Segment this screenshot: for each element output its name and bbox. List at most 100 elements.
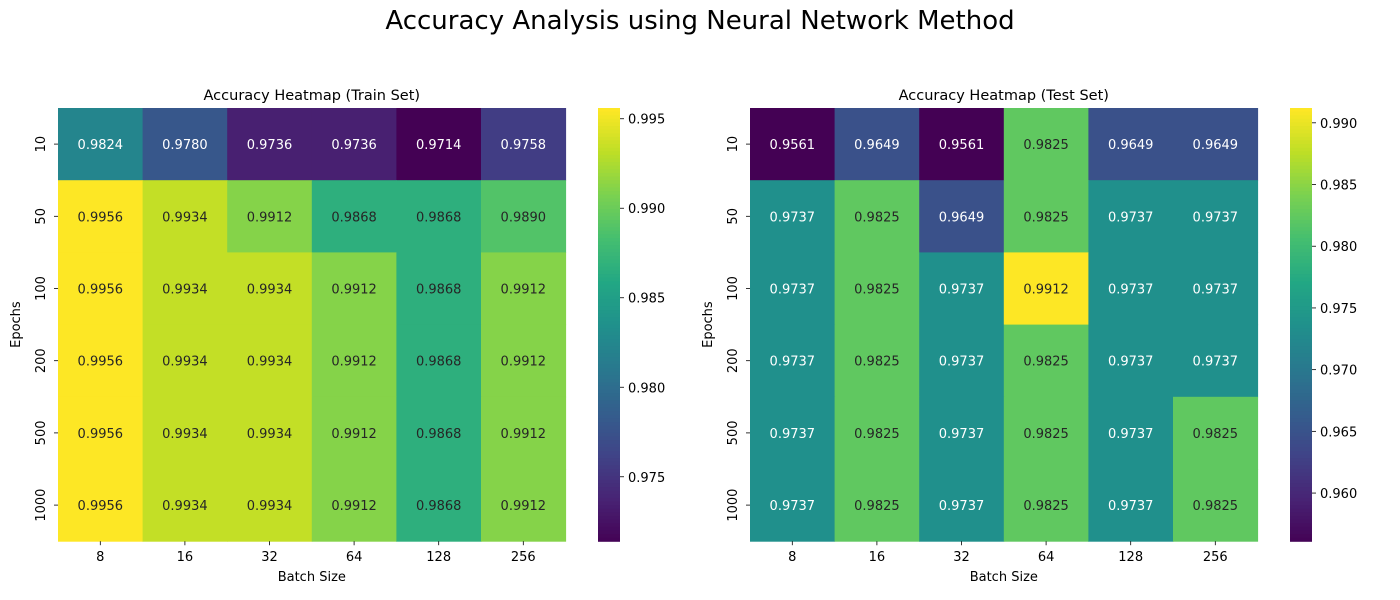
heatmap-cell xyxy=(396,324,482,398)
colorbar-segment xyxy=(598,339,620,344)
heatmap-cell xyxy=(1088,324,1174,398)
colorbar-segment xyxy=(598,396,620,402)
heatmap-cell xyxy=(834,324,920,398)
heatmap-cell xyxy=(919,396,1005,470)
colorbar-segment xyxy=(1290,523,1312,528)
colorbar-segment xyxy=(598,533,620,539)
cell-value-label: 0.9912 xyxy=(501,355,547,370)
colorbar-segment xyxy=(1290,465,1312,470)
heatmap-cell xyxy=(1088,180,1174,253)
colorbar-segment xyxy=(598,292,620,297)
colorbar-segment xyxy=(1290,418,1312,423)
cell-value-label: 0.9934 xyxy=(162,355,208,370)
colorbar-segment xyxy=(598,353,620,358)
colorbar-segment xyxy=(1290,346,1312,351)
heatmap-cell xyxy=(1088,469,1174,542)
colorbar-segment xyxy=(1290,299,1312,304)
heatmap-cell xyxy=(834,108,920,181)
heatmap-cell xyxy=(481,108,567,181)
colorbar-segment xyxy=(598,371,620,376)
colorbar-segment xyxy=(1290,176,1312,181)
cell-value-label: 0.9934 xyxy=(247,355,293,370)
colorbar-segment xyxy=(1290,512,1312,517)
colorbar-segment xyxy=(1290,519,1312,524)
heatmap-cell xyxy=(142,180,228,253)
colorbar-segment xyxy=(1290,180,1312,185)
cell-value-label: 0.9714 xyxy=(416,138,462,153)
x-tick-label: 256 xyxy=(1203,550,1228,565)
colorbar-segment xyxy=(598,515,620,521)
colorbar-segment xyxy=(598,140,620,145)
heatmap-cell xyxy=(396,180,482,253)
heatmap-cell xyxy=(834,469,920,542)
colorbar-segment xyxy=(1290,450,1312,456)
cell-value-label: 0.9561 xyxy=(939,138,985,153)
colorbar-segment xyxy=(598,162,620,167)
cell-value-label: 0.9912 xyxy=(331,499,377,514)
colorbar-segment xyxy=(1290,494,1312,499)
colorbar-segment xyxy=(598,400,620,405)
cell-value-label: 0.9736 xyxy=(331,138,377,153)
colorbar-segment xyxy=(598,302,620,308)
colorbar-segment xyxy=(598,385,620,391)
colorbar-segment xyxy=(598,194,620,199)
cell-value-label: 0.9956 xyxy=(78,210,124,225)
heatmap-cell xyxy=(58,469,144,542)
colorbar-segment xyxy=(598,407,620,412)
colorbar-segment xyxy=(1290,422,1312,427)
heatmap-cell xyxy=(1088,396,1174,470)
colorbar-segment xyxy=(598,422,620,427)
cell-value-label: 0.9737 xyxy=(1108,499,1154,514)
colorbar-segment xyxy=(598,299,620,304)
colorbar-segment xyxy=(598,118,620,124)
heatmap-cell xyxy=(1173,469,1259,542)
colorbar-segment xyxy=(598,136,620,142)
colorbar-segment xyxy=(598,523,620,528)
colorbar-segment xyxy=(1290,472,1312,477)
heatmap-cell xyxy=(58,108,144,181)
colorbar-segment xyxy=(598,129,620,134)
colorbar-segment xyxy=(598,360,620,365)
cell-value-label: 0.9868 xyxy=(331,210,377,225)
cell-value-label: 0.9934 xyxy=(247,427,293,442)
heatmap-cell xyxy=(1003,396,1089,470)
cell-value-label: 0.9737 xyxy=(770,499,816,514)
cell-value-label: 0.9737 xyxy=(1108,283,1154,298)
colorbar-segment xyxy=(598,357,620,362)
cell-value-label: 0.9758 xyxy=(501,138,547,153)
colorbar-segment xyxy=(598,284,620,290)
colorbar-segment xyxy=(1290,115,1312,120)
cell-value-label: 0.9736 xyxy=(247,138,293,153)
colorbar-segment xyxy=(1290,165,1312,170)
colorbar-segment xyxy=(1290,122,1312,127)
colorbar-segment xyxy=(1290,429,1312,434)
heatmap-cell xyxy=(481,469,567,542)
colorbar: 0.960 0.965 0.970 0.975 0.980 0.985 0.990 xyxy=(1290,108,1357,542)
cell-value-label: 0.9934 xyxy=(247,283,293,298)
heatmap-cell xyxy=(396,108,482,181)
colorbar-tick-label: 0.965 xyxy=(1320,425,1357,440)
colorbar-segment xyxy=(598,487,620,492)
y-tick-label: 500 xyxy=(34,420,49,445)
colorbar: 0.975 0.980 0.985 0.990 0.995 xyxy=(598,108,665,542)
y-tick-label: 50 xyxy=(726,208,741,225)
x-tick-label: 64 xyxy=(346,550,363,565)
heatmap-cell xyxy=(1003,180,1089,253)
heatmap-cell xyxy=(1088,108,1174,181)
colorbar-segment xyxy=(598,378,620,383)
heatmap-cell xyxy=(142,469,228,542)
colorbar-segment xyxy=(598,147,620,152)
colorbar-tick-label: 0.970 xyxy=(1320,364,1357,379)
colorbar-segment xyxy=(1290,324,1312,329)
heatmap-cell xyxy=(750,108,836,181)
chart-title: Accuracy Heatmap (Train Set) xyxy=(204,88,421,104)
heatmap-cell xyxy=(1003,252,1089,326)
colorbar-segment xyxy=(598,454,620,459)
colorbar-segment xyxy=(1290,219,1312,225)
y-tick-label: 10 xyxy=(726,136,741,153)
heatmap-cell xyxy=(750,180,836,253)
colorbar-segment xyxy=(598,306,620,311)
y-axis-label: Epochs xyxy=(9,301,24,348)
y-tick-label: 50 xyxy=(34,208,49,225)
colorbar-segment xyxy=(1290,490,1312,495)
